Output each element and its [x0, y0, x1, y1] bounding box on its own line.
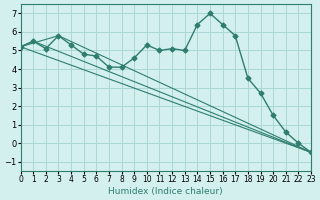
X-axis label: Humidex (Indice chaleur): Humidex (Indice chaleur) — [108, 187, 223, 196]
